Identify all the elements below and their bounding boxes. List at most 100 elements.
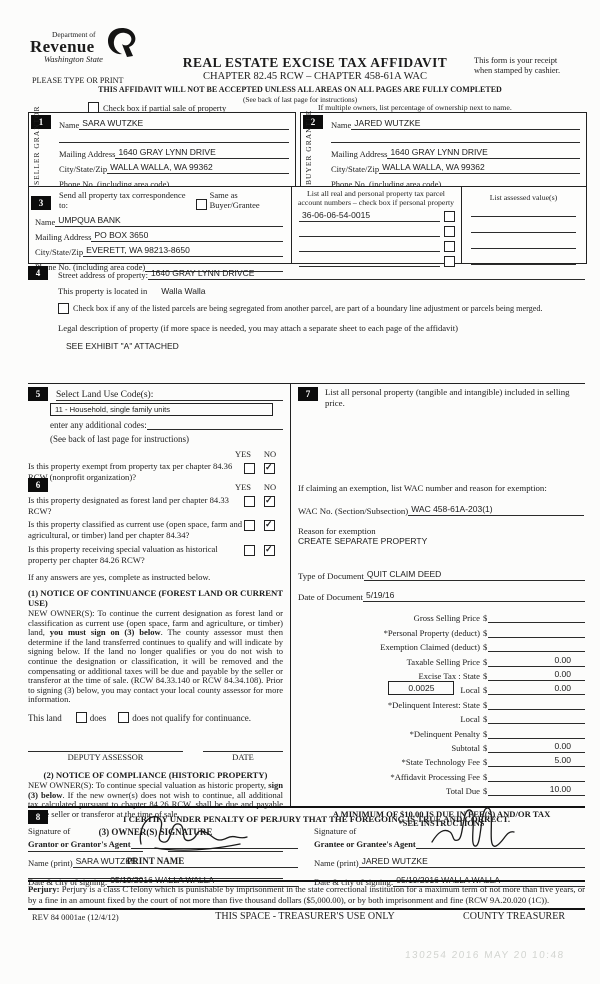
tax-mailing-field[interactable]: PO BOX 3650 — [91, 230, 283, 242]
segregated-label: Check box if any of the listed parcels a… — [73, 304, 543, 313]
buyer-city-field[interactable]: WALLA WALLA, WA 99362 — [379, 162, 580, 174]
assessed-value-line[interactable] — [471, 249, 576, 265]
wac-field[interactable]: WAC 458-61A-203(1) — [408, 504, 585, 516]
fee-line[interactable] — [488, 708, 585, 710]
deputy-assessor-line[interactable] — [28, 739, 183, 752]
assessor-date-line[interactable] — [203, 739, 283, 752]
print-name-line[interactable] — [28, 878, 143, 880]
additional-codes-field[interactable] — [146, 429, 283, 430]
historic-question: Is this property receiving special valua… — [28, 544, 218, 565]
section-5-tab: 5 — [28, 387, 48, 401]
section-3-box: 3 Send all property tax correspondence t… — [28, 186, 587, 272]
yes-header: YES — [234, 449, 252, 459]
fee-line[interactable]: 0.00 — [488, 669, 585, 681]
seller-mailing-label: Mailing Address — [59, 149, 116, 159]
seller-mailing-field[interactable]: 1640 GRAY LYNN DRIVE — [115, 147, 289, 159]
buyer-city-label: City/State/Zip — [331, 164, 380, 174]
personal-property-label: List all personal property (tangible and… — [325, 387, 570, 408]
fee-line[interactable] — [488, 636, 585, 638]
fee-line[interactable] — [488, 723, 585, 725]
treasurer-use-label: THIS SPACE - TREASURER'S USE ONLY — [215, 911, 395, 922]
tax-phone-field[interactable] — [145, 271, 283, 272]
street-address-field[interactable]: 1640 GRAY LYNN DRIVCE — [147, 268, 585, 280]
fee-line[interactable]: 0.00 — [488, 655, 585, 667]
current-use-yes-checkbox[interactable] — [244, 520, 255, 531]
assessed-value-line[interactable] — [471, 205, 576, 217]
does-not-qualify-checkbox[interactable] — [118, 711, 130, 723]
buyer-name-field[interactable]: JARED WUTZKE — [351, 118, 580, 130]
assessed-value-line[interactable] — [471, 233, 576, 249]
section-2-tab: 2 — [303, 115, 323, 129]
fee-line[interactable]: 10.00 — [488, 784, 585, 797]
see-back-note: (See back of last page for instructions) — [242, 95, 358, 104]
exempt-no-checkbox[interactable] — [264, 462, 275, 474]
grantor-name-field[interactable]: SARA WUTZKE — [72, 856, 298, 868]
fee-row: Subtotal $0.00 — [298, 739, 585, 753]
fee-line[interactable]: 5.00 — [488, 755, 585, 768]
forest-no-checkbox[interactable] — [264, 495, 275, 507]
wac-label: WAC No. (Section/Subsection) — [298, 506, 409, 516]
fee-line[interactable] — [488, 780, 585, 782]
parcel-personal-checkbox[interactable] — [444, 211, 455, 222]
located-in-field[interactable]: Walla Walla — [161, 286, 206, 296]
forest-yes-checkbox[interactable] — [244, 496, 255, 507]
buyer-phone-label: Phone No. (including area code) — [331, 179, 442, 189]
date-of-document-label: Date of Document — [298, 592, 363, 602]
assessed-value-line[interactable] — [471, 217, 576, 233]
fee-row: Taxable Selling Price $0.00 — [298, 652, 585, 667]
owner-signature-line[interactable] — [28, 851, 143, 853]
fee-line[interactable]: 0.00 — [488, 741, 585, 753]
historic-no-checkbox[interactable] — [264, 544, 275, 556]
historic-yes-checkbox[interactable] — [244, 545, 255, 556]
fee-line[interactable] — [488, 651, 585, 653]
parcel-personal-checkbox[interactable] — [444, 256, 455, 267]
grantor-signature-field[interactable] — [130, 816, 298, 851]
buyer-extra-line[interactable] — [331, 130, 580, 143]
tax-name-field[interactable]: UMPQUA BANK — [55, 215, 283, 227]
fee-row: Gross Selling Price $ — [298, 609, 585, 624]
revenue-swirl-icon — [105, 26, 139, 65]
seller-name-label: Name — [59, 120, 80, 130]
seller-city-field[interactable]: WALLA WALLA, WA 99362 — [107, 162, 289, 174]
parcel-field[interactable]: 36-06-06-54-0015 — [299, 210, 440, 222]
buyer-mailing-field[interactable]: 1640 GRAY LYNN DRIVE — [387, 147, 580, 159]
parcel-personal-checkbox[interactable] — [444, 226, 455, 237]
buyer-box: 2 BUYER GRANTEE Name JARED WUTZKE Mailin… — [300, 110, 587, 189]
grantee-agent-label: Grantee or Grantee's Agent — [314, 839, 416, 849]
seller-name-field[interactable]: SARA WUTZKE — [79, 118, 289, 130]
section-8-tab: 8 — [28, 810, 48, 824]
print-name-label: PRINT NAME — [126, 856, 185, 867]
does-qualify-checkbox[interactable] — [75, 711, 87, 723]
section-3-tab: 3 — [31, 196, 51, 210]
owner-signature-line[interactable] — [168, 851, 283, 853]
segregated-checkbox[interactable] — [58, 303, 69, 314]
fee-line[interactable] — [488, 737, 585, 739]
no-header: NO — [263, 482, 277, 492]
print-name-line[interactable] — [168, 878, 283, 880]
seller-extra-line[interactable] — [59, 130, 289, 143]
yes-header: YES — [234, 482, 252, 492]
parcel-field[interactable] — [299, 266, 440, 267]
parcel-field[interactable] — [299, 236, 440, 237]
grantee-name-field[interactable]: JARED WUTZKE — [358, 856, 585, 868]
form-warning: THIS AFFIDAVIT WILL NOT BE ACCEPTED UNLE… — [98, 85, 502, 94]
local-rate-box[interactable]: 0.0025 — [388, 681, 455, 696]
reason-value[interactable]: CREATE SEPARATE PROPERTY — [298, 536, 428, 546]
same-as-buyer-checkbox[interactable] — [195, 199, 207, 210]
parcel-field[interactable] — [299, 251, 440, 252]
date-of-document-field[interactable]: 5/19/16 — [362, 590, 585, 602]
fee-line[interactable] — [488, 622, 585, 624]
seller-side-label: SELLER GRANTOR — [32, 105, 41, 186]
form-title: REAL ESTATE EXCISE TAX AFFIDAVIT — [182, 55, 448, 70]
type-of-document-field[interactable]: QUIT CLAIM DEED — [363, 569, 585, 581]
tax-city-field[interactable]: EVERETT, WA 98213-8650 — [83, 245, 283, 257]
land-use-code-field[interactable]: 11 - Household, single family units — [50, 403, 273, 416]
legal-description-value[interactable]: SEE EXHIBIT "A" ATTACHED — [66, 341, 179, 351]
current-use-no-checkbox[interactable] — [264, 519, 275, 531]
section-4-tab: 4 — [28, 266, 48, 280]
parcel-personal-checkbox[interactable] — [444, 241, 455, 252]
grantee-signature-field[interactable] — [415, 807, 585, 849]
exempt-yes-checkbox[interactable] — [244, 463, 255, 474]
fee-line[interactable]: 0.00 — [488, 683, 585, 696]
